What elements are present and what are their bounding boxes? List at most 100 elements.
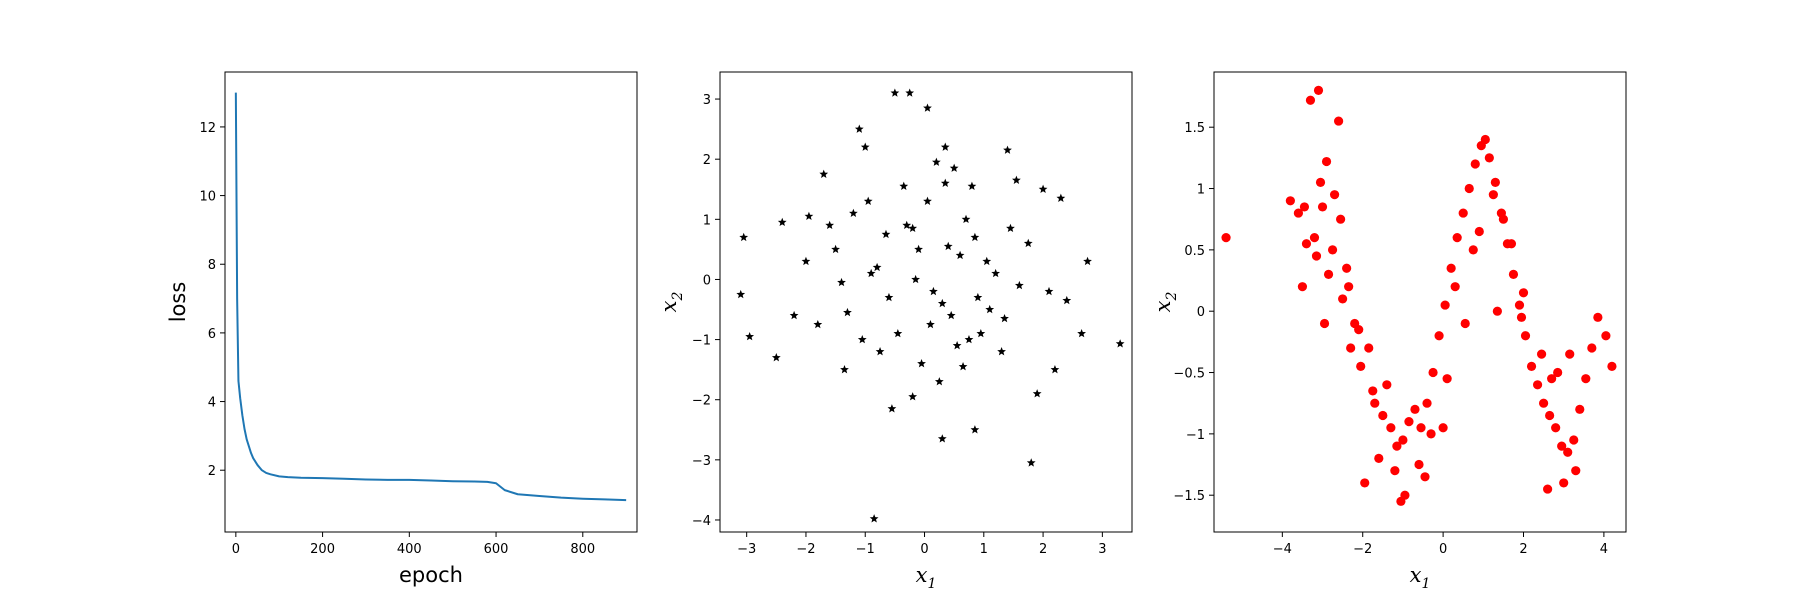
star-point [736,289,746,299]
scatter-point [1321,156,1332,167]
star-point [997,347,1006,356]
x-axis-label-main: x [1410,563,1422,587]
star-point [946,310,956,320]
star-point [1003,145,1012,154]
star-point [890,88,900,97]
star-point [908,223,918,233]
y-tick-label: 3 [703,93,711,108]
star-point [926,319,935,329]
star-point [902,220,912,230]
star-point [1062,295,1072,305]
scatter-point [1518,288,1529,298]
scatter-point [1323,269,1334,279]
y-tick-label: −1 [692,334,711,349]
x-tick-label: −1 [856,542,875,557]
x-tick-label: 2 [1039,542,1047,557]
star-point [813,319,823,329]
scatter-point [1301,239,1312,249]
scatter-point [1557,441,1567,451]
star-point [881,229,891,239]
y-tick-label: 1 [703,213,711,228]
star-point [991,268,1001,278]
scatter-point [1571,466,1581,476]
star-point [967,181,977,190]
x-tick-label: 1 [980,542,988,557]
star-point [745,331,755,341]
scatter-point [1426,429,1436,439]
scatter-point [1553,367,1563,378]
star-point [1000,313,1009,323]
x-axis-label: x1 [916,563,937,592]
scatter-point [1506,239,1517,249]
star-point [1012,175,1021,184]
x-tick-label: −2 [1353,542,1372,557]
y-tick-label: −4 [692,514,711,529]
x-tick-label: 200 [310,542,335,557]
x-tick-label: −3 [737,542,756,557]
scatter-point [1317,202,1328,212]
scatter-point [1428,367,1438,378]
scatter-point [1374,453,1384,463]
star-point [958,362,968,371]
scatter-point [1305,95,1316,105]
x-tick-label: 0 [920,542,928,557]
scatter-point [1607,361,1617,371]
scatter-point [1434,331,1444,341]
scatter-point [1386,423,1396,433]
x-tick-label: 4 [1600,542,1608,557]
y-tick-label: 12 [199,121,216,136]
scatter-point [1416,423,1426,433]
y-axis-label: x2 [1151,292,1180,313]
star-point [905,88,915,97]
star-point [943,241,953,251]
y-tick-label: 0.5 [1184,244,1205,259]
scatter-point [1480,134,1490,145]
scatter-point [1446,263,1456,273]
scatter-point [1545,410,1555,421]
x-axis-label: x1 [1410,563,1431,592]
x-axis-label-subscript: 1 [927,576,936,592]
star-point [923,103,932,112]
star-point [917,359,926,368]
scatter-point [1346,343,1356,353]
axes-frame [1213,71,1627,533]
star-point [884,292,894,302]
scatter-point [1587,343,1597,353]
scatter-point [1438,423,1448,433]
scatter-point [1327,245,1338,255]
y-tick-label: 1.5 [1184,121,1205,136]
star-point [777,217,787,227]
scatter-point [1285,196,1295,206]
loss-chart: 0 200 400 600 800 2 4 6 8 10 12 epoch loss [166,71,638,587]
star-point [801,256,811,266]
x-tick-label: 3 [1098,542,1106,557]
star-point [819,169,829,178]
star-point [952,340,962,350]
star-point [893,328,903,338]
y-tick-label: 8 [208,258,216,273]
y-tick-label: −0.5 [1173,367,1205,382]
star-point [949,163,959,172]
scatter-point [1520,331,1531,341]
scatter-point [1569,435,1579,445]
scatter-point [1536,349,1547,359]
scatter-point [1601,331,1611,341]
scatter-point [1563,447,1573,457]
star-point [1044,286,1054,296]
axes-frame [719,71,1133,533]
star-point [937,434,947,443]
scatter-point [1297,282,1308,292]
star-point [914,244,923,254]
scatter-point [1338,294,1348,304]
scatter-point [1368,386,1378,396]
star-point [1050,365,1060,374]
star-point [1083,256,1092,266]
scatter-point [1364,343,1374,353]
scatter-point [1410,404,1420,414]
scatter-point [1593,312,1603,322]
scatter-point [1498,214,1509,224]
x-tick-label: 400 [397,542,422,557]
star-point [1026,458,1036,467]
x-axis-label: epoch [399,563,463,587]
